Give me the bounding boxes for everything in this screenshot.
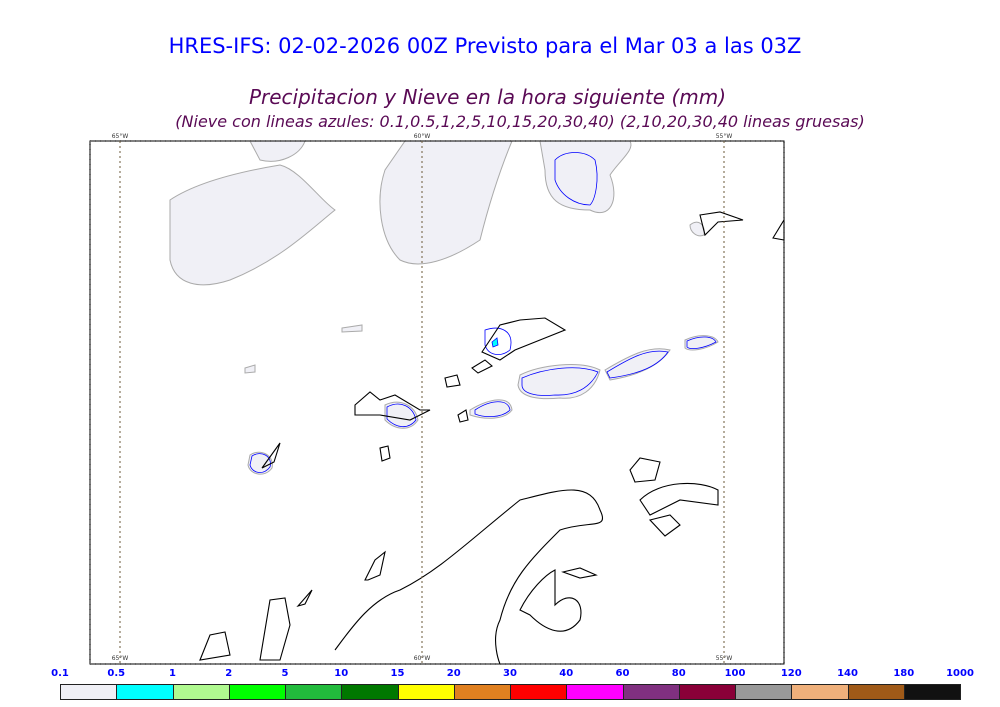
colorbar-swatch [903, 684, 961, 700]
colorbar-label: 1000 [946, 668, 974, 679]
colorbar-label: 40 [559, 668, 574, 679]
colorbar-label: 20 [446, 668, 461, 679]
colorbar-label: 120 [780, 668, 802, 679]
colorbar-swatch [453, 684, 511, 700]
map-title: HRES-IFS: 02-02-2026 00Z Previsto para e… [168, 34, 802, 58]
colorbar-swatch [678, 684, 736, 700]
lon-label-top: 65°W [111, 133, 129, 140]
colorbar-label: 80 [671, 668, 686, 679]
map-frame [89, 140, 785, 665]
colorbar-swatch [228, 684, 286, 700]
colorbar-label: 180 [893, 668, 915, 679]
colorbar-swatch [341, 684, 399, 700]
coastlines [199, 211, 785, 665]
lon-label-top: 55°W [715, 133, 733, 140]
lon-label-bottom: 55°W [715, 655, 733, 662]
colorbar-label: 30 [503, 668, 517, 679]
colorbar-label: 15 [390, 668, 405, 679]
map-note: (Nieve con lineas azules: 0.1,0.5,1,2,5,… [175, 112, 865, 131]
colorbar-label: 60 [615, 668, 630, 679]
lon-label-bottom: 60°W [413, 655, 431, 662]
colorbar-label: 100 [724, 668, 746, 679]
colorbar-label: 140 [837, 668, 858, 679]
snow-cell-cyan [491, 337, 499, 348]
colorbar-label: 0.1 [51, 668, 69, 679]
colorbar-swatch [397, 684, 455, 700]
colorbar-label: 5 [281, 668, 289, 679]
lon-label-bottom: 65°W [111, 655, 129, 662]
colorbar-swatch [622, 684, 680, 700]
colorbar-swatch [285, 684, 343, 700]
colorbar-label: 1 [169, 668, 176, 679]
colorbar-swatch [791, 684, 849, 700]
colorbar-swatch [566, 684, 624, 700]
precip-areas [169, 140, 719, 475]
colorbar-swatch [735, 684, 793, 700]
colorbar-label: 2 [225, 668, 233, 679]
colorbar-swatch [60, 684, 118, 700]
map-subtitle: Precipitacion y Nieve en la hora siguien… [248, 85, 727, 109]
colorbar-swatch [510, 684, 568, 700]
colorbar-swatch [847, 684, 905, 700]
colorbar-label: 10 [334, 668, 349, 679]
colorbar-label: 0.5 [107, 668, 126, 679]
colorbar-swatch [116, 684, 174, 700]
snow-contours [249, 152, 717, 473]
lon-label-top: 60°W [413, 133, 431, 140]
colorbar-swatch [172, 684, 230, 700]
